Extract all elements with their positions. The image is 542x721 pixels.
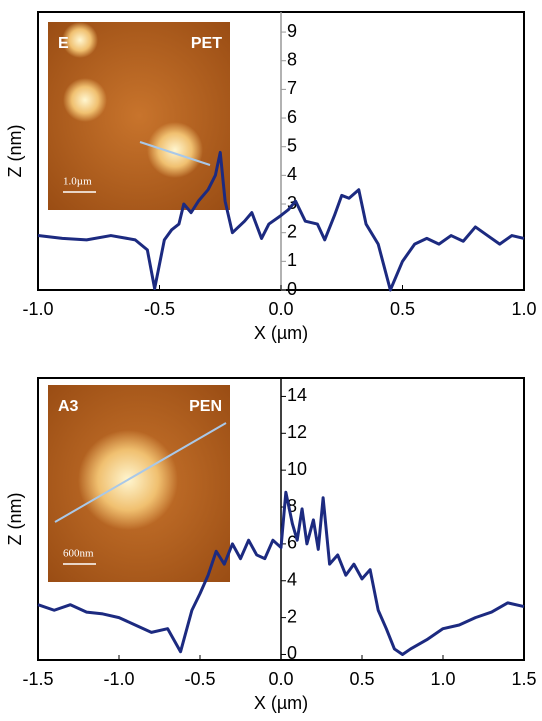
inset-material: PEN xyxy=(189,398,222,415)
y-tick-label: 12 xyxy=(287,422,307,442)
x-tick-label: -1.0 xyxy=(22,299,53,319)
x-tick-label: 0.0 xyxy=(268,299,293,319)
y-tick-label: 3 xyxy=(287,193,297,213)
x-tick-label: -1.5 xyxy=(22,669,53,689)
y-tick-label: 4 xyxy=(287,164,297,184)
profile-line xyxy=(139,141,211,166)
y-axis-title: Z (nm) xyxy=(5,493,25,546)
x-tick-label: 0.5 xyxy=(349,669,374,689)
y-axis-title: Z (nm) xyxy=(5,125,25,178)
profile-curve xyxy=(37,490,525,656)
inset-feature xyxy=(147,122,203,178)
x-tick-label: 1.5 xyxy=(511,669,536,689)
scale-label: 1.0µm xyxy=(63,176,92,188)
profile-line xyxy=(54,422,227,523)
y-tick-label: 2 xyxy=(287,221,297,241)
x-tick-label: 1.0 xyxy=(511,299,536,319)
inset-label: E xyxy=(58,35,69,52)
y-tick-label: 0 xyxy=(287,643,297,663)
x-tick-label: -0.5 xyxy=(144,299,175,319)
x-axis-title: X (µm) xyxy=(254,693,308,713)
y-tick-label: 6 xyxy=(287,533,297,553)
y-tick-label: 4 xyxy=(287,569,297,589)
inset-label: A3 xyxy=(58,398,79,415)
y-tick-label: 14 xyxy=(287,385,307,405)
scale-label: 600nm xyxy=(63,548,94,560)
y-tick-label: 6 xyxy=(287,107,297,127)
inset-material: PET xyxy=(191,35,222,52)
x-tick-label: -1.0 xyxy=(103,669,134,689)
y-tick-label: 8 xyxy=(287,496,297,516)
inset-feature xyxy=(63,78,107,122)
x-tick-label: 0.0 xyxy=(268,669,293,689)
y-tick-label: 2 xyxy=(287,606,297,626)
x-axis-title: X (µm) xyxy=(254,323,308,343)
y-tick-label: 8 xyxy=(287,49,297,69)
profile-curve xyxy=(37,150,525,292)
x-tick-label: 1.0 xyxy=(430,669,455,689)
y-tick-label: 9 xyxy=(287,21,297,41)
y-tick-label: 5 xyxy=(287,135,297,155)
y-tick-label: 7 xyxy=(287,78,297,98)
x-tick-label: -0.5 xyxy=(184,669,215,689)
y-tick-label: 10 xyxy=(287,459,307,479)
y-tick-label: 1 xyxy=(287,250,297,270)
x-tick-label: 0.5 xyxy=(390,299,415,319)
inset-feature xyxy=(62,22,98,58)
y-tick-label: 0 xyxy=(287,279,297,299)
